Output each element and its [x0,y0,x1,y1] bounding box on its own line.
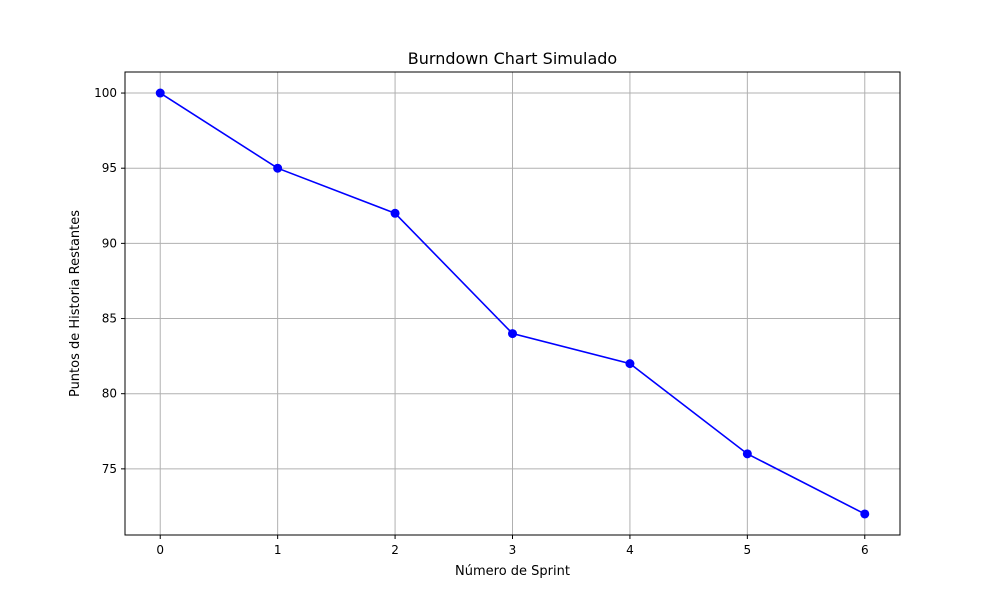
series-layer [155,88,870,519]
y-tick-label: 90 [102,236,117,250]
x-tick-label: 6 [861,543,869,557]
data-point [625,359,635,369]
y-tick-label: 75 [102,462,117,476]
x-tick-label: 2 [391,543,399,557]
data-point [860,509,870,519]
x-axis-label: Número de Sprint [455,564,570,579]
x-tick-label: 0 [156,543,164,557]
x-tick-label: 1 [274,543,282,557]
y-tick-label: 85 [102,312,117,326]
data-point [508,329,517,339]
data-point [390,208,400,218]
axis-ticks: 0 1 2 3 4 5 6 75 80 85 90 95 100 [94,86,868,557]
data-point [273,163,283,173]
x-tick-label: 3 [509,543,517,557]
chart-title: Burndown Chart Simulado [408,49,617,68]
y-axis-label: Puntos de Historia Restantes [68,210,83,397]
data-point [155,88,165,98]
x-tick-label: 4 [626,543,634,557]
data-point [742,449,752,459]
x-tick-label: 5 [744,543,752,557]
y-tick-label: 95 [102,161,117,175]
y-tick-label: 80 [102,387,117,401]
grid [125,72,900,535]
y-tick-label: 100 [94,86,117,100]
